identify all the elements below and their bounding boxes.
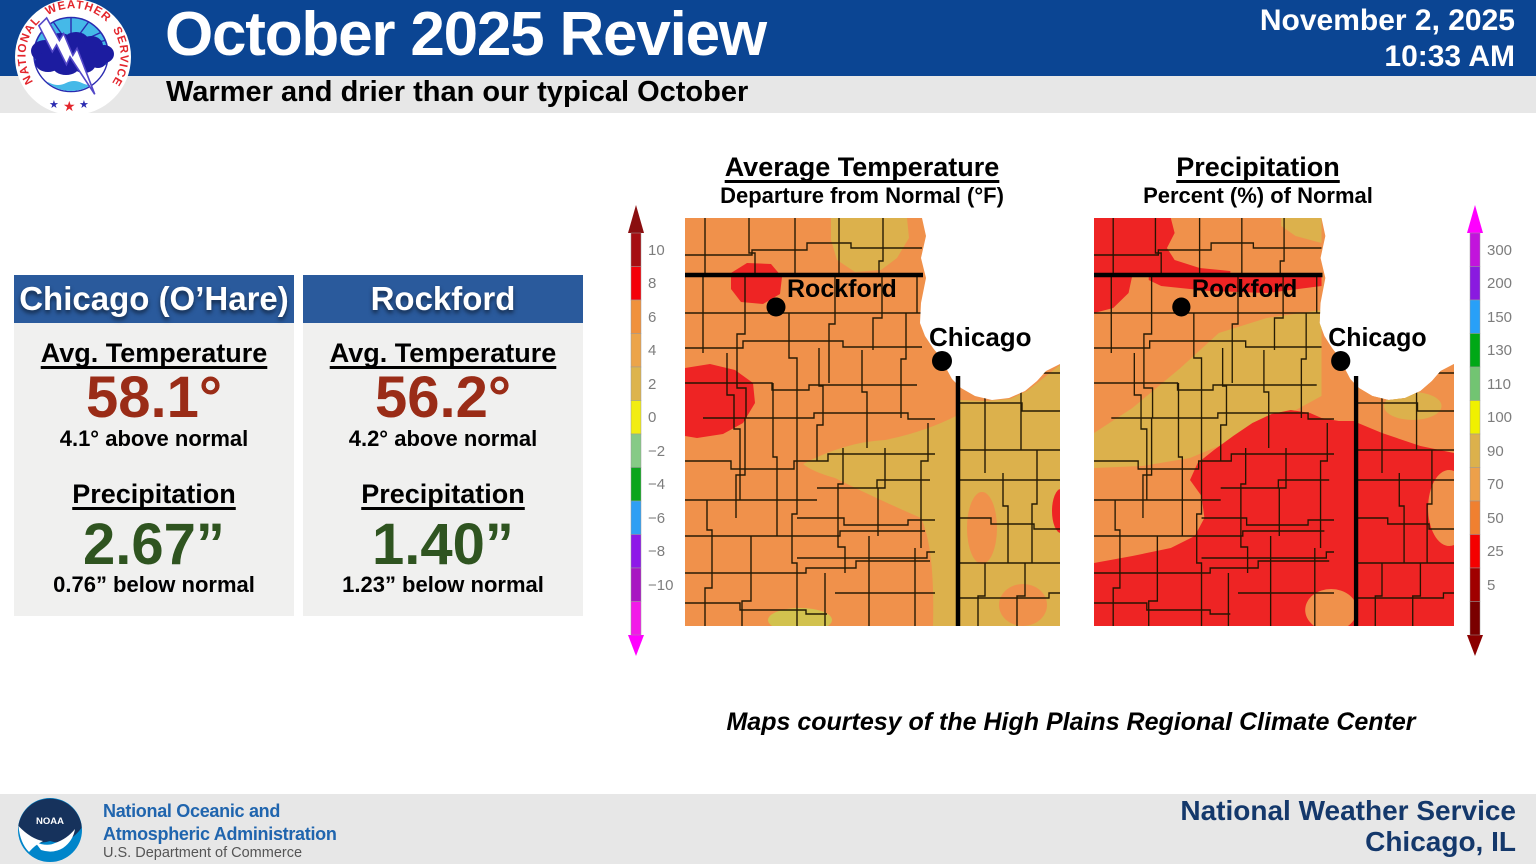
svg-text:300: 300 [1487, 242, 1512, 259]
svg-text:70: 70 [1487, 476, 1504, 493]
svg-text:25: 25 [1487, 543, 1504, 560]
svg-text:130: 130 [1487, 342, 1512, 359]
svg-text:−8: −8 [648, 543, 665, 560]
svg-text:10: 10 [648, 242, 665, 259]
svg-text:4: 4 [648, 342, 656, 359]
svg-text:−10: −10 [648, 577, 673, 594]
svg-text:50: 50 [1487, 510, 1504, 527]
svg-text:NOAA: NOAA [36, 816, 64, 827]
svg-text:★: ★ [79, 99, 89, 111]
svg-text:Rockford: Rockford [787, 275, 897, 303]
svg-text:150: 150 [1487, 309, 1512, 326]
svg-text:5: 5 [1487, 577, 1495, 594]
svg-text:110: 110 [1487, 376, 1511, 393]
svg-text:200: 200 [1487, 275, 1512, 292]
svg-text:8: 8 [648, 275, 656, 292]
svg-text:2: 2 [648, 376, 656, 393]
svg-text:Rockford: Rockford [1192, 276, 1297, 304]
svg-text:Chicago: Chicago [929, 322, 1032, 352]
svg-text:Chicago: Chicago [1328, 324, 1426, 353]
svg-text:−4: −4 [648, 476, 665, 493]
svg-text:−2: −2 [648, 443, 665, 460]
svg-text:★: ★ [49, 99, 59, 111]
svg-text:6: 6 [648, 309, 656, 326]
svg-text:100: 100 [1487, 409, 1512, 426]
svg-text:★: ★ [63, 98, 76, 114]
svg-text:−6: −6 [648, 510, 665, 527]
svg-text:90: 90 [1487, 443, 1504, 460]
svg-text:0: 0 [648, 409, 656, 426]
